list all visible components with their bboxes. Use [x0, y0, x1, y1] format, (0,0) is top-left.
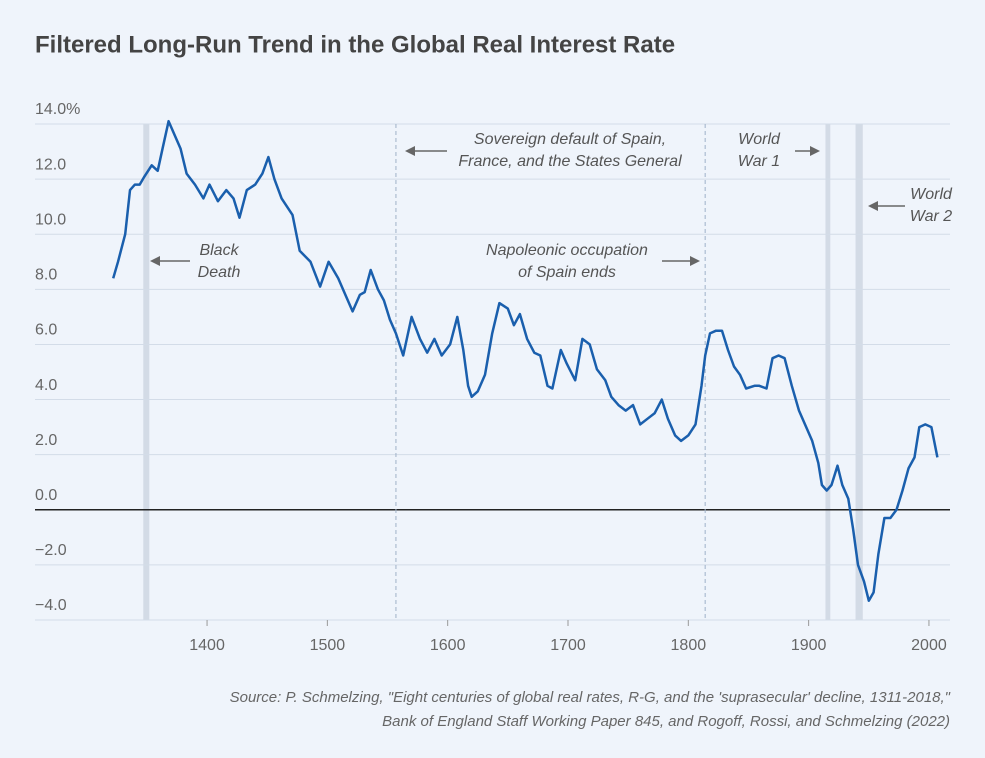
annotation: France, and the States General — [458, 153, 682, 170]
x-tick-label: 1900 — [791, 637, 827, 654]
y-tick-label: 10.0 — [35, 211, 66, 228]
y-tick-label: −2.0 — [35, 542, 67, 559]
annotation: of Spain ends — [518, 264, 616, 281]
y-tick-label: 12.0 — [35, 156, 66, 173]
reference-band — [143, 124, 150, 620]
y-tick-label: 4.0 — [35, 377, 57, 394]
y-tick-label: 8.0 — [35, 267, 57, 284]
annotation: Black — [199, 242, 239, 259]
annotation: War 1 — [738, 153, 780, 170]
reference-band — [855, 124, 863, 620]
annotation-arrowhead — [810, 146, 820, 156]
annotation-arrowhead — [405, 146, 415, 156]
source: Source: P. Schmelzing, "Eight centuries … — [230, 689, 951, 706]
annotation: Death — [198, 264, 241, 281]
annotation: World — [910, 186, 953, 203]
annotation: Napoleonic occupation — [486, 242, 648, 259]
y-tick-label: 6.0 — [35, 322, 57, 339]
reference-band — [825, 124, 831, 620]
x-tick-label: 1500 — [310, 637, 346, 654]
source: Bank of England Staff Working Paper 845,… — [382, 713, 950, 730]
chart-title: Filtered Long-Run Trend in the Global Re… — [35, 31, 675, 58]
annotation: War 2 — [910, 208, 952, 225]
data-line — [111, 119, 939, 602]
y-tick-label: 0.0 — [35, 487, 57, 504]
annotation-arrowhead — [150, 256, 160, 266]
y-tick-label: 14.0% — [35, 101, 80, 118]
x-tick-label: 1700 — [550, 637, 586, 654]
x-tick-label: 1800 — [671, 637, 707, 654]
y-tick-label: 2.0 — [35, 432, 57, 449]
annotation-arrowhead — [690, 256, 700, 266]
annotation-arrowhead — [868, 201, 878, 211]
annotation: World — [738, 131, 781, 148]
x-tick-label: 2000 — [911, 637, 947, 654]
y-tick-label: −4.0 — [35, 597, 67, 614]
annotation: Sovereign default of Spain, — [474, 131, 666, 148]
x-tick-label: 1600 — [430, 637, 466, 654]
x-tick-label: 1400 — [189, 637, 225, 654]
